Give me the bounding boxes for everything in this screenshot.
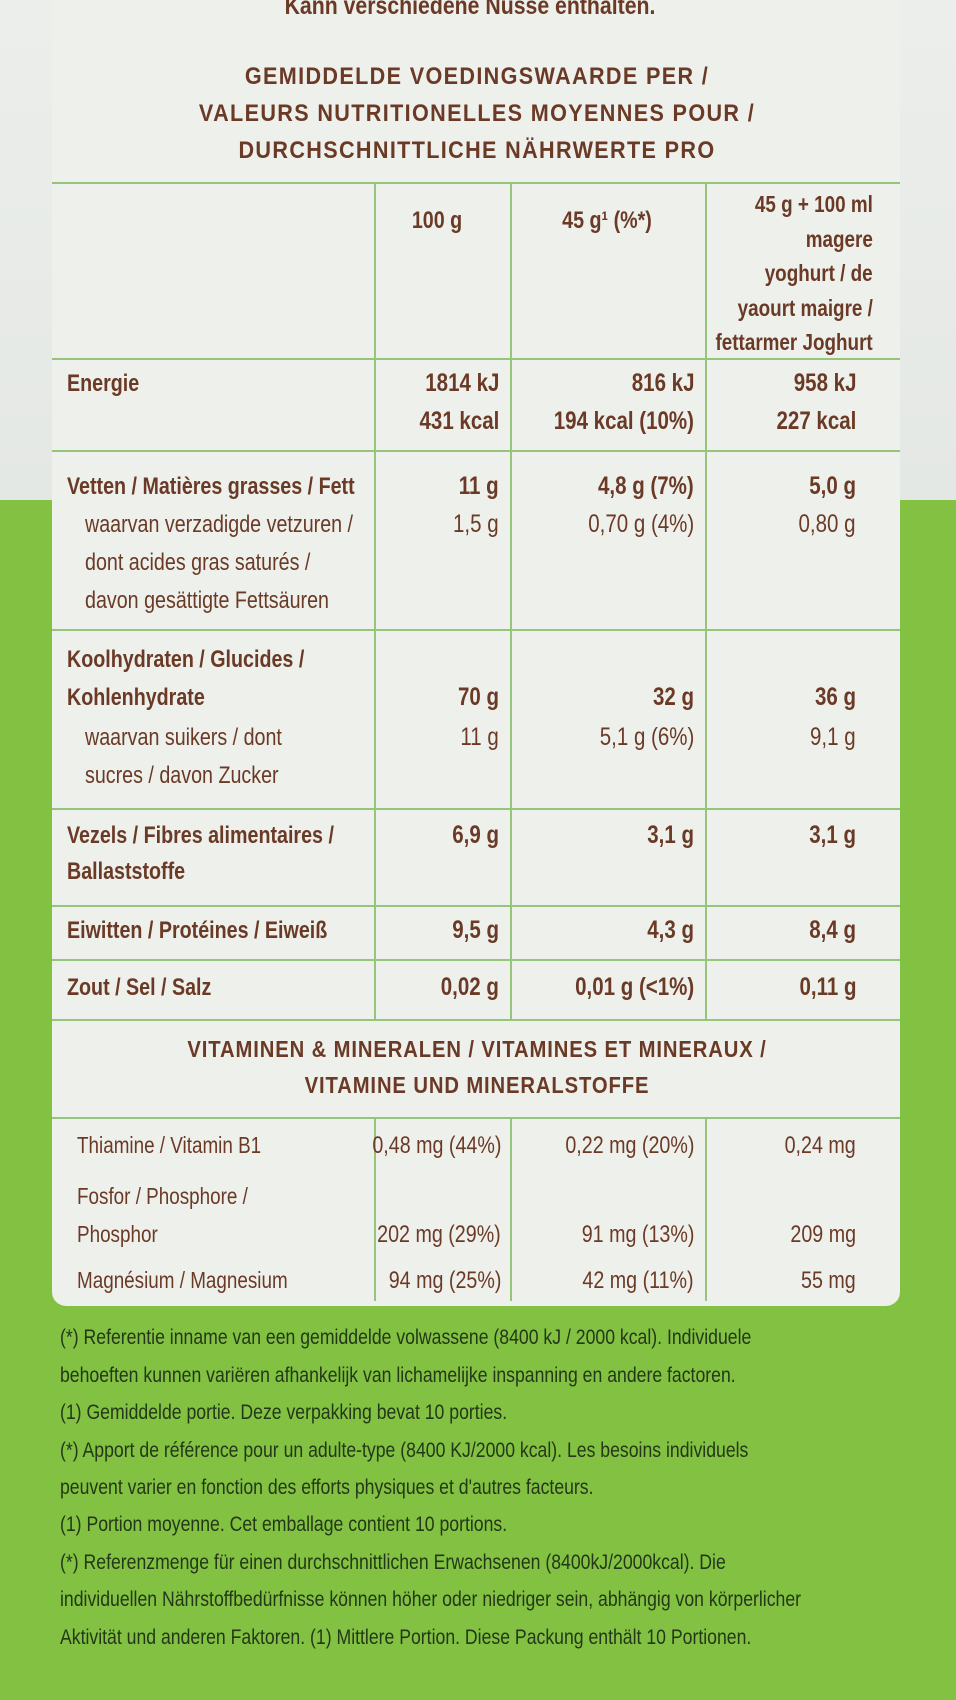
column-header: yoghurt / de bbox=[765, 260, 873, 287]
nutrient-value: 36 g bbox=[814, 683, 856, 712]
column-header: 45 g¹ (%*) bbox=[562, 206, 652, 234]
nutrient-value: 5,0 g bbox=[809, 472, 856, 501]
vitamin-value: 42 mg (11%) bbox=[582, 1266, 694, 1294]
vitamin-value: 202 mg (29%) bbox=[377, 1220, 501, 1248]
nutrient-label: Kohlenhydrate bbox=[67, 683, 205, 711]
table-rule bbox=[705, 182, 707, 1019]
vitamin-value: 209 mg bbox=[790, 1220, 856, 1248]
sub-nutrient-value: 0,80 g bbox=[798, 510, 856, 539]
nutrient-value: 0,01 g (<1%) bbox=[574, 973, 694, 1002]
nutrient-value: 4,3 g bbox=[647, 916, 694, 945]
vitamin-value: 0,48 mg (44%) bbox=[371, 1131, 501, 1159]
nutrient-value: 3,1 g bbox=[809, 821, 856, 850]
sub-nutrient-label: sucres / davon Zucker bbox=[85, 761, 279, 789]
table-rule bbox=[374, 182, 376, 1019]
footnote: individuellen Nährstoffbedürfnisse könne… bbox=[60, 1588, 802, 1612]
nutrient-label: Energie bbox=[67, 369, 140, 397]
vitamins-heading: VITAMINE UND MINERALSTOFFE bbox=[304, 1072, 650, 1099]
sub-nutrient-value: 11 g bbox=[460, 723, 499, 752]
table-rule bbox=[52, 358, 900, 360]
table-rule bbox=[52, 808, 900, 810]
footnote: (*) Apport de référence pour un adulte-t… bbox=[60, 1438, 749, 1462]
column-header: fettarmer Joghurt bbox=[715, 329, 873, 356]
sub-nutrient-label: dont acides gras saturés / bbox=[85, 548, 311, 576]
vitamin-label: Magnésium / Magnesium bbox=[77, 1267, 288, 1294]
vitamin-label: Fosfor / Phosphore / bbox=[77, 1183, 248, 1210]
table-rule bbox=[52, 905, 900, 907]
sub-nutrient-value: 9,1 g bbox=[810, 723, 856, 752]
nutrient-label: Koolhydraten / Glucides / bbox=[67, 645, 305, 673]
nutrient-label: Vezels / Fibres alimentaires / bbox=[67, 821, 334, 849]
nutrient-value: 958 kJ bbox=[793, 369, 856, 398]
column-header: 45 g + 100 ml bbox=[755, 191, 873, 218]
table-rule bbox=[374, 1117, 376, 1301]
vitamin-label: Phosphor bbox=[77, 1221, 158, 1248]
sub-nutrient-value: 5,1 g (6%) bbox=[599, 723, 694, 752]
nutrient-label: Ballaststoffe bbox=[67, 857, 186, 885]
sub-nutrient-label: waarvan verzadigde vetzuren / bbox=[85, 510, 354, 538]
nutrient-value: 4,8 g (7%) bbox=[598, 472, 694, 501]
table-rule bbox=[510, 182, 512, 1019]
nutrient-value: 70 g bbox=[457, 683, 499, 712]
nutrient-value: 431 kcal bbox=[419, 407, 499, 436]
footnote: behoeften kunnen variëren afhankelijk va… bbox=[60, 1363, 736, 1387]
table-heading: GEMIDDELDE VOEDINGSWAARDE PER / bbox=[244, 62, 710, 90]
table-rule bbox=[52, 450, 900, 452]
nutrient-value: 11 g bbox=[459, 472, 499, 501]
footnote: peuvent varier en fonction des efforts p… bbox=[60, 1476, 594, 1500]
nutrient-value: 8,4 g bbox=[809, 916, 856, 945]
nutrient-value: 6,9 g bbox=[452, 821, 499, 850]
nutrient-value: 0,11 g bbox=[799, 973, 856, 1002]
nutrient-value: 227 kcal bbox=[776, 407, 856, 436]
nutrient-value: 816 kJ bbox=[631, 369, 694, 398]
table-heading: DURCHSCHNITTLICHE NÄHRWERTE PRO bbox=[238, 136, 716, 164]
table-rule bbox=[510, 1117, 512, 1301]
vitamin-value: 94 mg (25%) bbox=[388, 1266, 501, 1294]
table-rule bbox=[52, 182, 900, 184]
vitamin-value: 91 mg (13%) bbox=[581, 1220, 694, 1248]
sub-nutrient-label: waarvan suikers / dont bbox=[85, 723, 282, 751]
table-rule bbox=[705, 1117, 707, 1301]
nutrient-label: Vetten / Matières grasses / Fett bbox=[67, 472, 355, 500]
table-rule bbox=[52, 1019, 900, 1021]
nutrient-value: 3,1 g bbox=[647, 821, 694, 850]
nutrient-value: 194 kcal (10%) bbox=[553, 407, 694, 436]
vitamin-value: 0,22 mg (20%) bbox=[564, 1131, 694, 1159]
footnote: (*) Referentie inname van een gemiddelde… bbox=[60, 1326, 752, 1350]
table-rule bbox=[52, 959, 900, 961]
column-header: yaourt maigre / bbox=[737, 294, 873, 321]
nutrient-value: 32 g bbox=[652, 683, 694, 712]
footnote: (*) Referenzmenge für einen durchschnitt… bbox=[60, 1550, 726, 1574]
nutrient-value: 9,5 g bbox=[452, 916, 499, 945]
nutrient-value: 1814 kJ bbox=[424, 369, 499, 398]
vitamin-value: 0,24 mg bbox=[784, 1131, 856, 1159]
footnote: Aktivität und anderen Faktoren. (1) Mitt… bbox=[60, 1625, 752, 1649]
column-header: magere bbox=[805, 225, 873, 252]
table-heading: VALEURS NUTRITIONELLES MOYENNES POUR / bbox=[198, 99, 756, 127]
table-rule bbox=[52, 1117, 900, 1119]
vitamins-heading: VITAMINEN & MINERALEN / VITAMINES ET MIN… bbox=[187, 1036, 767, 1063]
table-rule bbox=[52, 629, 900, 631]
sub-nutrient-label: davon gesättigte Fettsäuren bbox=[85, 586, 329, 614]
nutrient-label: Zout / Sel / Salz bbox=[67, 973, 212, 1001]
nutrient-label: Eiwitten / Protéines / Eiweiß bbox=[67, 916, 328, 944]
nutrition-panel bbox=[52, 0, 900, 1306]
vitamin-value: 55 mg bbox=[801, 1266, 856, 1294]
vitamin-label: Thiamine / Vitamin B1 bbox=[77, 1132, 262, 1159]
footnote: (1) Portion moyenne. Cet emballage conti… bbox=[60, 1513, 508, 1537]
column-header: 100 g bbox=[411, 206, 463, 234]
allergen-note: Kann verschiedene Nüsse enthalten. bbox=[284, 0, 656, 21]
footnote: (1) Gemiddelde portie. Deze verpakking b… bbox=[60, 1401, 508, 1425]
sub-nutrient-value: 1,5 g bbox=[453, 510, 499, 539]
sub-nutrient-value: 0,70 g (4%) bbox=[588, 510, 694, 539]
nutrient-value: 0,02 g bbox=[440, 973, 499, 1002]
